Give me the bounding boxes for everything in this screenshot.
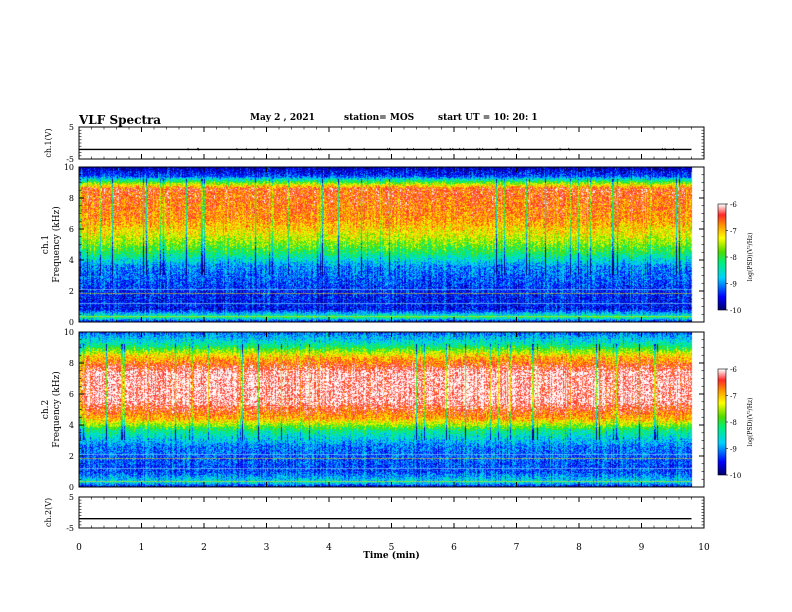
y-axis-label-channel: ch.1 [41,235,51,254]
waveform-spike [518,147,521,151]
waveform-spike [363,147,366,151]
y-tick-label: 8 [69,194,74,203]
colorbar-tick-label: -7 [730,228,737,236]
colorbar-tick-label: -6 [730,201,737,209]
waveform-spike [449,147,452,151]
y-axis-label-channel: ch.2 [41,400,51,419]
y-tick-label: 2 [69,287,74,296]
waveform-spike [187,147,190,151]
y-tick-label: 6 [69,225,74,234]
waveform-spike [661,147,664,151]
waveform-spike [311,147,313,151]
waveform-spike [245,147,248,151]
waveform-spike [672,147,675,151]
y-tick-label: 10 [64,328,74,337]
colorbar-label: log(PSD)(V²/Hz) [747,398,754,447]
waveform-spike [479,147,481,151]
spectrogram-image-ch1 [79,167,704,322]
y-axis-label-volts: ch.2(V) [44,498,53,527]
waveform-spike [476,147,479,151]
colorbar-tick-label: -8 [730,254,737,262]
waveform-spike [257,147,259,151]
colorbar-label: log(PSD)(V²/Hz) [747,233,754,282]
waveform-spike [348,147,350,151]
waveform-spike [517,147,519,151]
waveform-spike [287,147,290,151]
waveform-spike [495,147,498,151]
start-time-label: start UT = 10: 20: 1 [438,113,538,123]
y-axis-label-frequency: Frequency (kHz) [51,371,62,448]
waveform-spike [389,147,391,151]
x-tick-label: 1 [139,543,145,553]
x-tick-label: 2 [201,543,207,553]
y-tick-label: 5 [69,123,74,132]
y-tick-label: 4 [69,421,74,430]
waveform-spike [431,147,433,151]
y-tick-label: -5 [66,524,74,533]
waveform-spike [319,147,322,151]
x-tick-label: 4 [326,543,332,553]
colorbar-ch1 [718,204,726,310]
y-tick-label: 4 [69,256,74,265]
x-tick-label: 7 [514,543,520,553]
y-tick-label: 0 [69,318,74,327]
y-tick-label: 2 [69,452,74,461]
x-tick-label: 10 [698,543,710,553]
waveform-spike [406,147,409,151]
waveform-spike [559,147,562,151]
colorbar-tick-label: -6 [730,366,737,374]
waveform-spike [463,147,465,151]
waveform-spike [482,147,484,151]
y-tick-label: 6 [69,390,74,399]
y-tick-label: 0 [69,483,74,492]
x-tick-label: 5 [389,543,395,553]
y-tick-label: 8 [69,359,74,368]
colorbar-tick-label: -10 [730,472,741,480]
colorbar-tick-label: -9 [730,281,737,289]
waveform-spike [236,147,238,151]
waveform-spike [349,147,352,151]
x-tick-label: 9 [639,543,645,553]
colorbar-ch2 [718,369,726,475]
waveform-spike [664,147,667,151]
waveform-spike [508,147,510,151]
waveform-spike [496,147,499,151]
x-tick-label: 0 [76,543,82,553]
y-axis-label-volts: ch.1(V) [44,128,53,157]
waveform-spike [197,147,199,151]
y-axis-label-frequency: Frequency (kHz) [51,206,62,283]
waveform-spike [440,147,442,151]
colorbar-tick-label: -10 [730,307,741,315]
x-tick-label: 6 [451,543,457,553]
colorbar-tick-label: -9 [730,446,737,454]
x-axis-label: Time (min) [363,550,420,561]
waveform-spike [413,147,415,151]
colorbar-tick-label: -8 [730,419,737,427]
waveform-spike [266,147,269,151]
waveform-spike [387,147,389,151]
x-tick-label: 8 [576,543,582,553]
waveform-spike [459,147,461,151]
colorbar-tick-label: -7 [730,393,737,401]
y-tick-label: 10 [64,163,74,172]
waveform-spike [452,147,454,151]
station-label: station= MOS [344,113,415,123]
y-tick-label: -5 [66,155,74,164]
figure-title: VLF Spectra [79,113,162,127]
waveform-spike [197,147,200,151]
spectrogram-image-ch2 [79,332,704,487]
x-tick-label: 3 [264,543,270,553]
date-label: May 2 , 2021 [250,113,315,123]
waveform-spike [568,147,570,151]
waveform-spike [317,147,320,151]
y-tick-label: 5 [69,493,74,502]
